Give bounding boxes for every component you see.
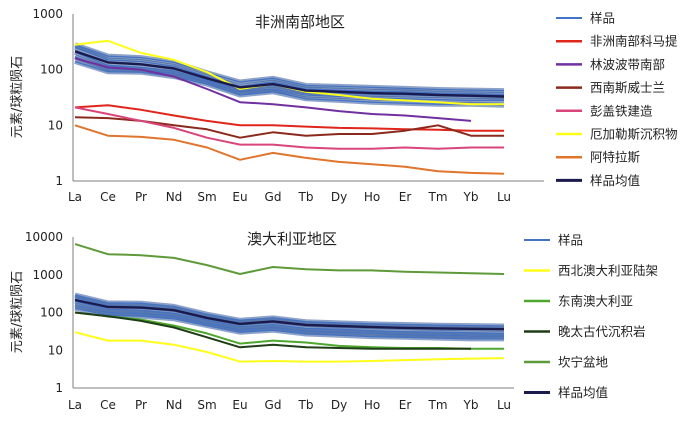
legend-label: 样品均值 [590, 173, 640, 188]
legend-item: 样品 [524, 233, 583, 248]
x-tick-label: La [68, 398, 82, 412]
sample-line [74, 60, 505, 106]
legend-label: 西南斯威士兰 [590, 80, 665, 95]
legend-label: 彭盖铁建造 [590, 103, 653, 118]
x-tick-label: Pr [135, 398, 147, 412]
legend-item: 西南斯威士兰 [556, 80, 665, 95]
x-tick-label: Lu [497, 190, 511, 204]
x-tick-label: Sm [197, 398, 216, 412]
legend-item: 晚太古代沉积岩 [524, 324, 646, 339]
legend-item: 坎宁盆地 [524, 355, 609, 370]
sample-line [74, 44, 505, 92]
legend-item: 样品 [556, 11, 615, 26]
x-tick-label: Dy [331, 398, 347, 412]
x-tick-label: Tm [427, 190, 447, 204]
series-line-5 [74, 124, 505, 175]
legend-item: 林波波带南部 [556, 57, 665, 72]
panel-southern-africa: 1 10 100 1000 La Ce Pr Nd Sm Eu Gd Tb Dy Ho Er Tm Yb Lu 非… [10, 7, 678, 204]
legend-label: 样品 [590, 11, 615, 26]
sample-line [74, 300, 505, 335]
legend-label: 非洲南部科马提 [590, 34, 678, 49]
legend-label: 样品 [558, 233, 583, 248]
sample-line [74, 294, 505, 327]
series-line-2 [74, 311, 471, 350]
x-tick-label: Gd [265, 398, 282, 412]
legend-item: 阿特拉斯 [556, 150, 640, 165]
y-tick-label: 100 [40, 306, 63, 320]
legend-label: 厄加勒斯沉积物 [590, 127, 678, 142]
legend-label: 晚太古代沉积岩 [558, 324, 646, 339]
series-line-1 [74, 57, 472, 122]
x-tick-label: Yb [463, 398, 479, 412]
x-tick-label: Ce [100, 190, 116, 204]
sample-line [74, 307, 504, 340]
legend-item: 彭盖铁建造 [556, 103, 653, 118]
x-tick-label: Ho [364, 398, 380, 412]
sample-line [74, 46, 505, 96]
x-tick-label: Tb [298, 398, 314, 412]
legend-label: 阿特拉斯 [590, 150, 640, 165]
x-tick-label: Er [399, 398, 412, 412]
y-axis-label: 元素/球粒陨石 [10, 271, 25, 353]
y-tick-label: 1 [55, 174, 63, 188]
x-tick-label: Tb [298, 190, 314, 204]
legend-item: 样品均值 [556, 173, 640, 188]
x-tick-label: La [68, 190, 82, 204]
legend-item: 东南澳大利亚 [524, 294, 633, 309]
legend-label: 东南澳大利亚 [558, 294, 633, 309]
sample-line [74, 304, 504, 337]
series-line-0 [74, 331, 505, 363]
chart-title: 非洲南部地区 [255, 13, 345, 31]
legend-label: 西北澳大利亚陆架 [558, 263, 658, 278]
y-tick-label: 10 [48, 118, 63, 132]
x-tick-label: Er [399, 190, 412, 204]
panel-australia: 1 10 100 1000 10000 La Ce Pr Nd Sm Eu Gd Tb Dy Ho Er Tm Y… [10, 230, 658, 412]
legend-item: 厄加勒斯沉积物 [556, 127, 678, 142]
series-line-3 [74, 106, 504, 150]
x-tick-label: Gd [265, 190, 282, 204]
legend-item: 样品均值 [524, 385, 608, 400]
y-tick-label: 10 [48, 343, 63, 357]
x-tick-label: Ho [364, 190, 380, 204]
x-tick-label: Yb [463, 190, 479, 204]
x-tick-label: Sm [197, 190, 216, 204]
x-tick-label: Pr [135, 190, 147, 204]
x-tick-label: Tm [427, 398, 447, 412]
mean-line [74, 298, 505, 331]
legend-item: 非洲南部科马提 [556, 34, 678, 49]
mean-line [74, 50, 505, 98]
legend-label: 样品均值 [558, 385, 608, 400]
y-tick-label: 1000 [32, 7, 63, 21]
legend-item: 西北澳大利亚陆架 [524, 263, 658, 278]
y-tick-label: 100 [40, 63, 63, 77]
y-tick-label: 1000 [32, 268, 63, 282]
chart-title: 澳大利亚地区 [247, 230, 337, 248]
x-tick-label: Nd [166, 190, 183, 204]
y-axis-label: 元素/球粒陨石 [10, 56, 25, 138]
series-line-0 [74, 104, 504, 132]
legend: 样品非洲南部科马提林波波带南部西南斯威士兰彭盖铁建造厄加勒斯沉积物阿特拉斯样品均… [556, 11, 678, 188]
y-tick-label: 1 [55, 381, 63, 395]
y-tick-label: 10000 [25, 230, 63, 244]
legend-label: 林波波带南部 [590, 57, 665, 72]
x-tick-label: Ce [100, 398, 116, 412]
x-tick-label: Nd [166, 398, 183, 412]
series-line-3 [74, 243, 505, 275]
x-tick-label: Lu [497, 398, 511, 412]
x-tick-label: Eu [232, 398, 247, 412]
x-tick-label: Eu [232, 190, 247, 204]
legend-label: 坎宁盆地 [558, 355, 609, 370]
x-tick-label: Dy [331, 190, 347, 204]
